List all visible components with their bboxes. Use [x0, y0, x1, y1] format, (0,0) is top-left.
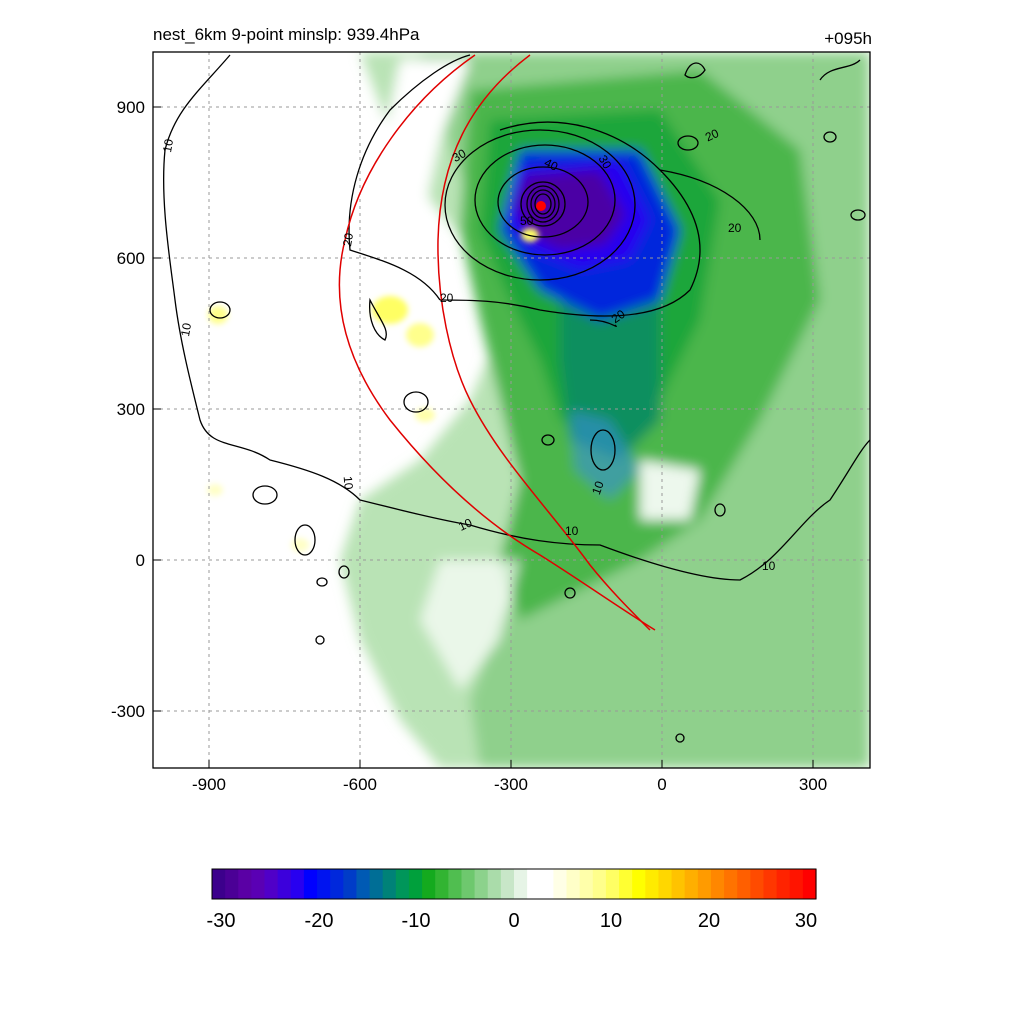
colorbar-swatch [461, 869, 476, 899]
svg-text:10: 10 [589, 479, 607, 497]
colorbar-swatch [553, 869, 568, 899]
colorbar-tick-label: 0 [508, 910, 519, 932]
colorbar-swatch [422, 869, 436, 899]
y-tick-label: -300 [111, 702, 145, 721]
svg-text:30: 30 [450, 146, 469, 165]
colorbar-swatch [514, 869, 528, 899]
colorbar-swatch [277, 869, 292, 899]
svg-text:10: 10 [456, 515, 474, 533]
map-plot-area [153, 52, 870, 768]
svg-text:10: 10 [160, 138, 176, 154]
colorbar-swatch [697, 869, 712, 899]
colorbar-swatch [540, 869, 554, 899]
colorbar-swatch [632, 869, 646, 899]
track-lines [338, 54, 656, 631]
svg-text:20: 20 [703, 126, 721, 144]
svg-text:10: 10 [762, 559, 776, 573]
colorbar-tick-label: 10 [600, 910, 622, 932]
colorbar-swatch [763, 869, 778, 899]
colorbar-swatch [710, 869, 725, 899]
colorbar-frame [211, 868, 817, 900]
x-axis-tick-labels: -900 -600 -300 0 300 [192, 775, 827, 794]
colorbar-tick-label: 20 [698, 910, 720, 932]
colorbar-tick-label: -30 [207, 910, 236, 932]
colorbar-swatch [684, 869, 699, 899]
y-tick-label: 0 [136, 551, 145, 570]
colorbar-swatch [592, 869, 607, 899]
colorbar-tick-label: 30 [795, 910, 817, 932]
colorbar-swatch [671, 869, 686, 899]
svg-text:20: 20 [728, 221, 742, 235]
svg-text:50: 50 [520, 214, 534, 228]
x-tick-label: -600 [343, 775, 377, 794]
colorbar-swatch [448, 869, 463, 899]
colorbar-swatch [395, 869, 410, 899]
y-tick-label: 300 [117, 400, 145, 419]
colorbar-swatch [776, 869, 791, 899]
colorbar-swatch [290, 869, 305, 899]
colorbar-tick-labels: -30 -20 -10 0 10 20 30 [207, 910, 818, 932]
colorbar-swatch [251, 869, 266, 899]
colorbar-swatch [356, 869, 371, 899]
colorbar-swatch [264, 869, 279, 899]
svg-text:30: 30 [596, 153, 615, 172]
colorbar-swatch [303, 869, 318, 899]
colorbar: -30 -20 -10 0 10 20 30 [207, 868, 818, 932]
positive-anomaly-patches [207, 228, 539, 552]
colorbar-swatch [737, 869, 751, 899]
colorbar-swatch [500, 869, 515, 899]
colorbar-swatch [658, 869, 673, 899]
colorbar-swatch [566, 869, 581, 899]
x-tick-label: -300 [494, 775, 528, 794]
colorbar-swatch [330, 869, 344, 899]
y-tick-label: 900 [117, 98, 145, 117]
svg-text:10: 10 [565, 524, 579, 538]
colorbar-tick-label: -10 [402, 910, 431, 932]
colorbar-swatch [225, 869, 239, 899]
colorbar-swatch [435, 869, 449, 899]
y-tick-label: 600 [117, 249, 145, 268]
colorbar-swatch [408, 869, 423, 899]
colorbar-swatch [212, 869, 226, 899]
colorbar-swatch [579, 869, 594, 899]
colorbar-swatch [317, 869, 331, 899]
colorbar-swatch [527, 869, 541, 899]
wind-contours [163, 54, 870, 743]
colorbar-swatch [789, 869, 804, 899]
svg-text:10: 10 [341, 476, 356, 491]
colorbar-swatch [369, 869, 384, 899]
svg-text:20: 20 [440, 291, 454, 305]
colorbar-swatch [238, 869, 252, 899]
colorbar-swatch [619, 869, 633, 899]
x-tick-label: 300 [799, 775, 827, 794]
colorbar-swatch [605, 869, 620, 899]
colorbar-swatch [382, 869, 397, 899]
colorbar-swatch [343, 869, 358, 899]
svg-text:40: 40 [542, 155, 560, 173]
colorbar-swatch [802, 869, 817, 899]
svg-text:20: 20 [340, 232, 356, 248]
colorbar-swatch [750, 869, 765, 899]
y-axis-tick-labels: 900 600 300 0 -300 [111, 98, 145, 721]
plot-title: nest_6km 9-point minslp: 939.4hPa [153, 25, 420, 44]
forecast-hour-label: +095h [824, 29, 872, 48]
colorbar-swatch [724, 869, 738, 899]
colorbar-swatch [487, 869, 502, 899]
axis-ticks [153, 106, 814, 768]
storm-center-marker [536, 201, 546, 211]
svg-text:10: 10 [178, 322, 194, 338]
colorbar-tick-label: -20 [305, 910, 334, 932]
colorbar-swatches [212, 869, 817, 899]
map-grid [153, 52, 870, 768]
colorbar-swatch [645, 869, 660, 899]
colorbar-swatch [474, 869, 489, 899]
x-tick-label: 0 [657, 775, 666, 794]
x-tick-label: -900 [192, 775, 226, 794]
